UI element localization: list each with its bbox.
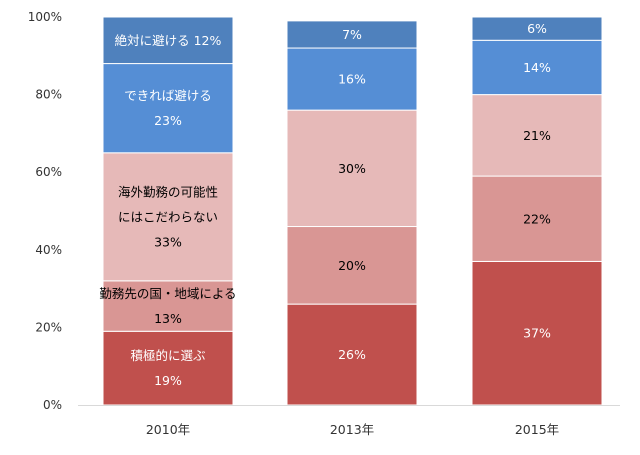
bar-segment <box>471 175 603 262</box>
y-tick-label: 80% <box>35 88 62 102</box>
data-label: 20% <box>338 258 366 273</box>
bar-segment <box>102 16 234 65</box>
y-tick-label: 0% <box>43 398 62 412</box>
data-label: 絶対に避ける 12% <box>115 33 222 48</box>
data-label: 22% <box>523 211 551 226</box>
x-axis: 2010年 2013年 2015年 <box>78 405 620 437</box>
bar-stack: 37% 22% 21% 14% 6% <box>471 16 603 406</box>
bar-segment <box>471 39 603 96</box>
data-label: 16% <box>338 72 366 87</box>
y-axis: 0% 20% 40% 60% 80% 100% <box>28 10 62 412</box>
data-label: 26% <box>338 347 366 362</box>
data-label: 19% <box>154 373 182 388</box>
data-label: にはこだわらない <box>118 209 218 224</box>
bar-segment <box>286 303 418 406</box>
bar-segment <box>286 109 418 228</box>
y-tick-label: 100% <box>28 10 62 24</box>
data-label: 14% <box>523 60 551 75</box>
data-label: 13% <box>154 311 182 326</box>
data-label: 30% <box>338 161 366 176</box>
data-label: 23% <box>154 113 182 128</box>
data-label: できれば避ける <box>124 88 212 103</box>
bar-segment <box>102 63 234 154</box>
data-label: 33% <box>154 234 182 249</box>
x-tick-label: 2010年 <box>146 422 190 437</box>
bar-stack: 26% 20% 30% 16% 7% <box>286 20 418 406</box>
y-tick-label: 40% <box>35 243 62 257</box>
bar-segment <box>102 330 234 406</box>
data-label: 勤務先の国・地域による <box>99 286 236 301</box>
bar-segment <box>286 47 418 111</box>
data-label: 6% <box>527 21 547 36</box>
data-label: 21% <box>523 128 551 143</box>
bar-segment <box>286 226 418 305</box>
data-label: 37% <box>523 326 551 341</box>
data-label: 7% <box>342 27 362 42</box>
x-tick-label: 2015年 <box>515 422 559 437</box>
data-label: 海外勤務の可能性 <box>118 184 218 199</box>
bar-segment <box>102 152 234 282</box>
y-tick-label: 20% <box>35 320 62 334</box>
data-label: 積極的に選ぶ <box>130 348 205 363</box>
bar-segment <box>471 94 603 177</box>
bar-segment <box>471 16 603 41</box>
y-tick-label: 60% <box>35 165 62 179</box>
bar-segment <box>102 280 234 332</box>
bar-segment <box>286 20 418 49</box>
x-tick-label: 2013年 <box>330 422 374 437</box>
